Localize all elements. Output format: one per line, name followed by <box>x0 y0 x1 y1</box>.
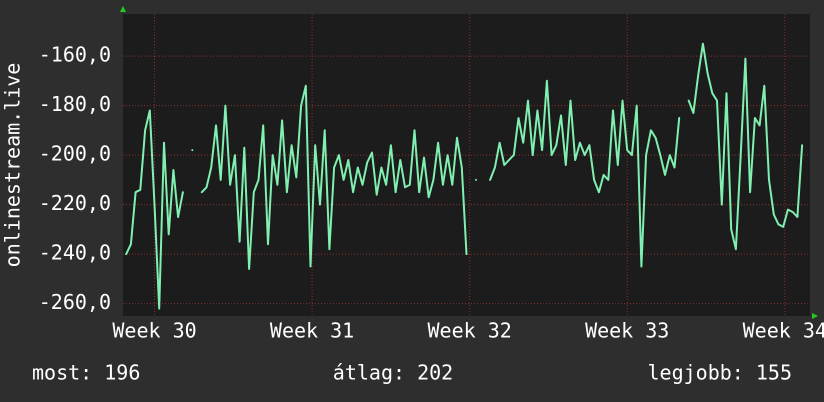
y-tick-label: -260,0 <box>39 290 111 314</box>
x-axis-arrow <box>812 313 818 319</box>
plot-area <box>123 14 810 316</box>
stat-best: legjobb: 155 <box>648 361 793 385</box>
x-tick-label: Week 32 <box>428 319 512 343</box>
x-tick-label: Week 33 <box>585 319 669 343</box>
data-line <box>125 42 804 310</box>
stat-average: átlag: 202 <box>333 361 453 385</box>
y-axis-arrow <box>120 6 126 12</box>
x-tick-label: Week 34 <box>743 319 824 343</box>
y-tick-label: -220,0 <box>39 191 111 215</box>
y-axis-label: onlinestream.live <box>1 63 25 268</box>
y-tick-label: -240,0 <box>39 241 111 265</box>
y-tick-label: -200,0 <box>39 142 111 166</box>
x-tick-label: Week 30 <box>112 319 196 343</box>
y-tick-label: -160,0 <box>39 43 111 67</box>
stat-current: most: 196 <box>32 361 140 385</box>
x-tick-label: Week 31 <box>270 319 354 343</box>
y-tick-label: -180,0 <box>39 92 111 116</box>
